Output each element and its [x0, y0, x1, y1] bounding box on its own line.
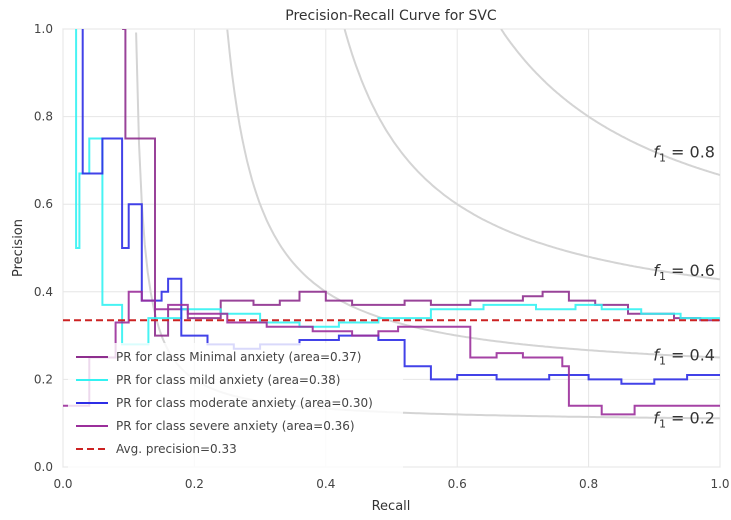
x-tick-label-4: 0.8 — [579, 477, 598, 491]
legend-label-0: PR for class Minimal anxiety (area=0.37) — [116, 350, 361, 364]
iso-f1-label-value: = 0.8 — [666, 143, 715, 162]
legend: PR for class Minimal anxiety (area=0.37)… — [68, 343, 403, 468]
iso-f1-label-0: f1 = 0.2 — [653, 409, 715, 431]
y-tick-label-0: 0.0 — [34, 460, 53, 474]
iso-f1-label-subscript: 1 — [659, 152, 666, 165]
x-axis-label: Recall — [372, 499, 411, 514]
y-tick-label-5: 1.0 — [34, 22, 53, 36]
legend-label-4: Avg. precision=0.33 — [116, 442, 237, 456]
legend-box — [68, 343, 403, 468]
x-tick-label-1: 0.2 — [185, 477, 204, 491]
y-axis-label: Precision — [11, 219, 26, 277]
x-tick-label-5: 1.0 — [710, 477, 729, 491]
y-tick-label-1: 0.2 — [34, 372, 53, 386]
legend-label-2: PR for class moderate anxiety (area=0.30… — [116, 396, 373, 410]
legend-label-3: PR for class severe anxiety (area=0.36) — [116, 419, 355, 433]
iso-f1-label-base: f — [653, 345, 661, 364]
x-tick-label-3: 0.6 — [448, 477, 467, 491]
iso-f1-label-2: f1 = 0.6 — [653, 261, 715, 283]
y-tick-label-4: 0.8 — [34, 110, 53, 124]
pr-series — [63, 29, 720, 416]
chart-title: Precision-Recall Curve for SVC — [285, 8, 497, 24]
y-tick-label-2: 0.4 — [34, 285, 53, 299]
y-tick-label-3: 0.6 — [34, 197, 53, 211]
series-line-2 — [81, 29, 720, 385]
legend-label-1: PR for class mild anxiety (area=0.38) — [116, 373, 340, 387]
iso-f1-label-subscript: 1 — [659, 418, 666, 431]
iso-f1-label-1: f1 = 0.4 — [653, 345, 715, 367]
iso-f1-label-base: f — [653, 261, 661, 280]
iso-f1-label-base: f — [653, 143, 661, 162]
tick-labels: 0.0 0.2 0.4 0.6 0.8 1.0 0.0 0.2 0.4 0.6 0.8 1.0 — [34, 22, 730, 491]
iso-f1-label-subscript: 1 — [659, 354, 666, 367]
iso-f1-label-value: = 0.6 — [666, 261, 715, 280]
iso-f1-curve-2 — [343, 29, 720, 281]
iso-f1-label-value: = 0.2 — [666, 409, 715, 428]
iso-f1-label-3: f1 = 0.8 — [653, 143, 715, 165]
iso-f1-label-base: f — [653, 409, 661, 428]
iso-f1-label-value: = 0.4 — [666, 345, 715, 364]
iso-f1-curve-1 — [226, 29, 720, 359]
iso-f1-label-subscript: 1 — [659, 270, 666, 283]
x-tick-label-0: 0.0 — [53, 477, 72, 491]
iso-f1-labels: f1 = 0.2f1 = 0.4f1 = 0.6f1 = 0.8 — [653, 143, 715, 431]
x-tick-label-2: 0.4 — [316, 477, 335, 491]
series-line-3 — [63, 290, 720, 416]
iso-f1-curve-3 — [500, 29, 720, 176]
